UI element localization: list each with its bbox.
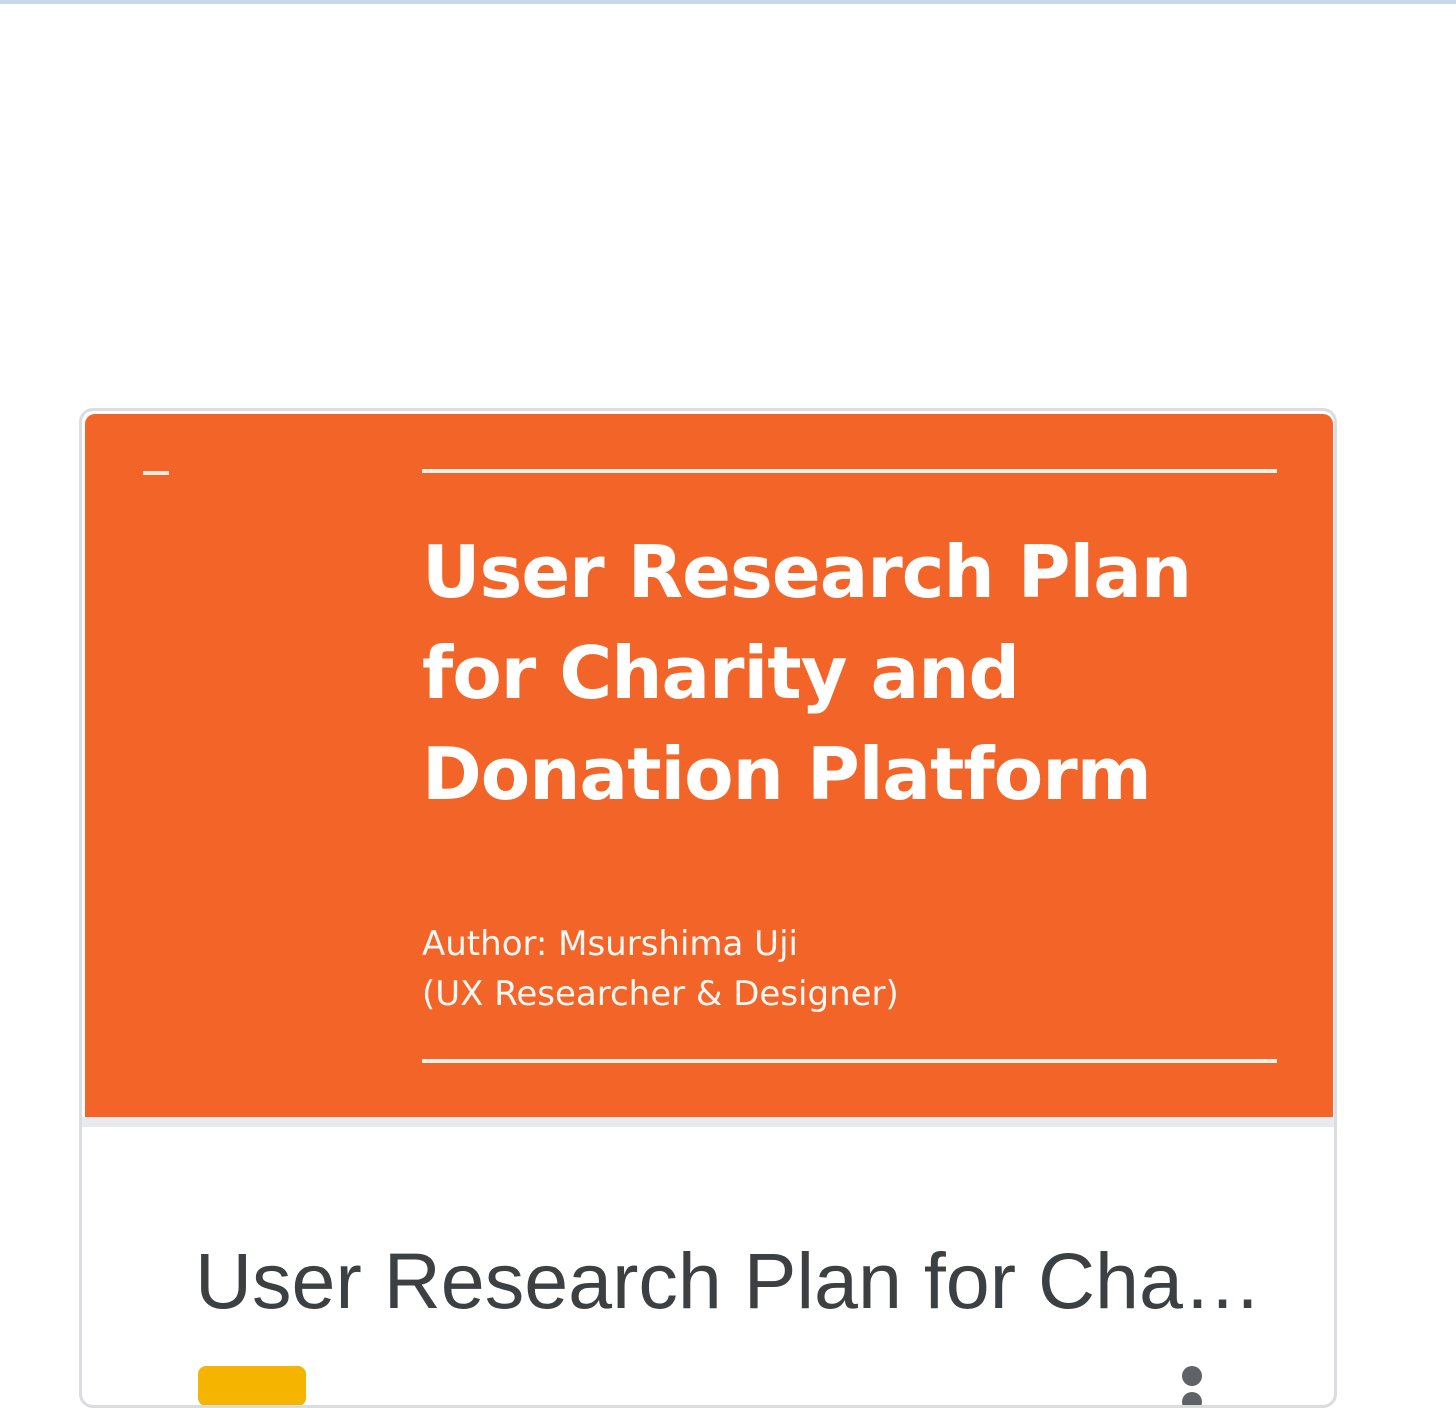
file-card[interactable]: User Research Plan for Charity and Donat… bbox=[79, 408, 1337, 1408]
thumbnail-author-line: (UX Researcher & Designer) bbox=[422, 974, 899, 1014]
slides-icon bbox=[198, 1366, 306, 1405]
more-vert-icon[interactable] bbox=[1180, 1366, 1204, 1405]
thumbnail-top-rule bbox=[422, 469, 1277, 473]
thumbnail-bottom-rule bbox=[422, 1059, 1277, 1063]
thumbnail-title-line: Donation Platform bbox=[422, 732, 1152, 816]
thumbnail-title-line: for Charity and bbox=[422, 631, 1020, 715]
thumbnail-title-line: User Research Plan bbox=[422, 530, 1192, 614]
file-thumbnail[interactable]: User Research Plan for Charity and Donat… bbox=[85, 414, 1333, 1117]
file-title[interactable]: User Research Plan for Charity and Donat… bbox=[195, 1236, 1275, 1325]
thumbnail-slide-title: User Research Plan for Charity and Donat… bbox=[422, 522, 1282, 825]
thumbnail-dash bbox=[143, 471, 169, 475]
thumbnail-author: Author: Msurshima Uji (UX Researcher & D… bbox=[422, 919, 899, 1019]
thumbnail-author-line: Author: Msurshima Uji bbox=[422, 924, 798, 964]
thumbnail-divider bbox=[82, 1117, 1334, 1127]
top-divider bbox=[0, 0, 1456, 4]
